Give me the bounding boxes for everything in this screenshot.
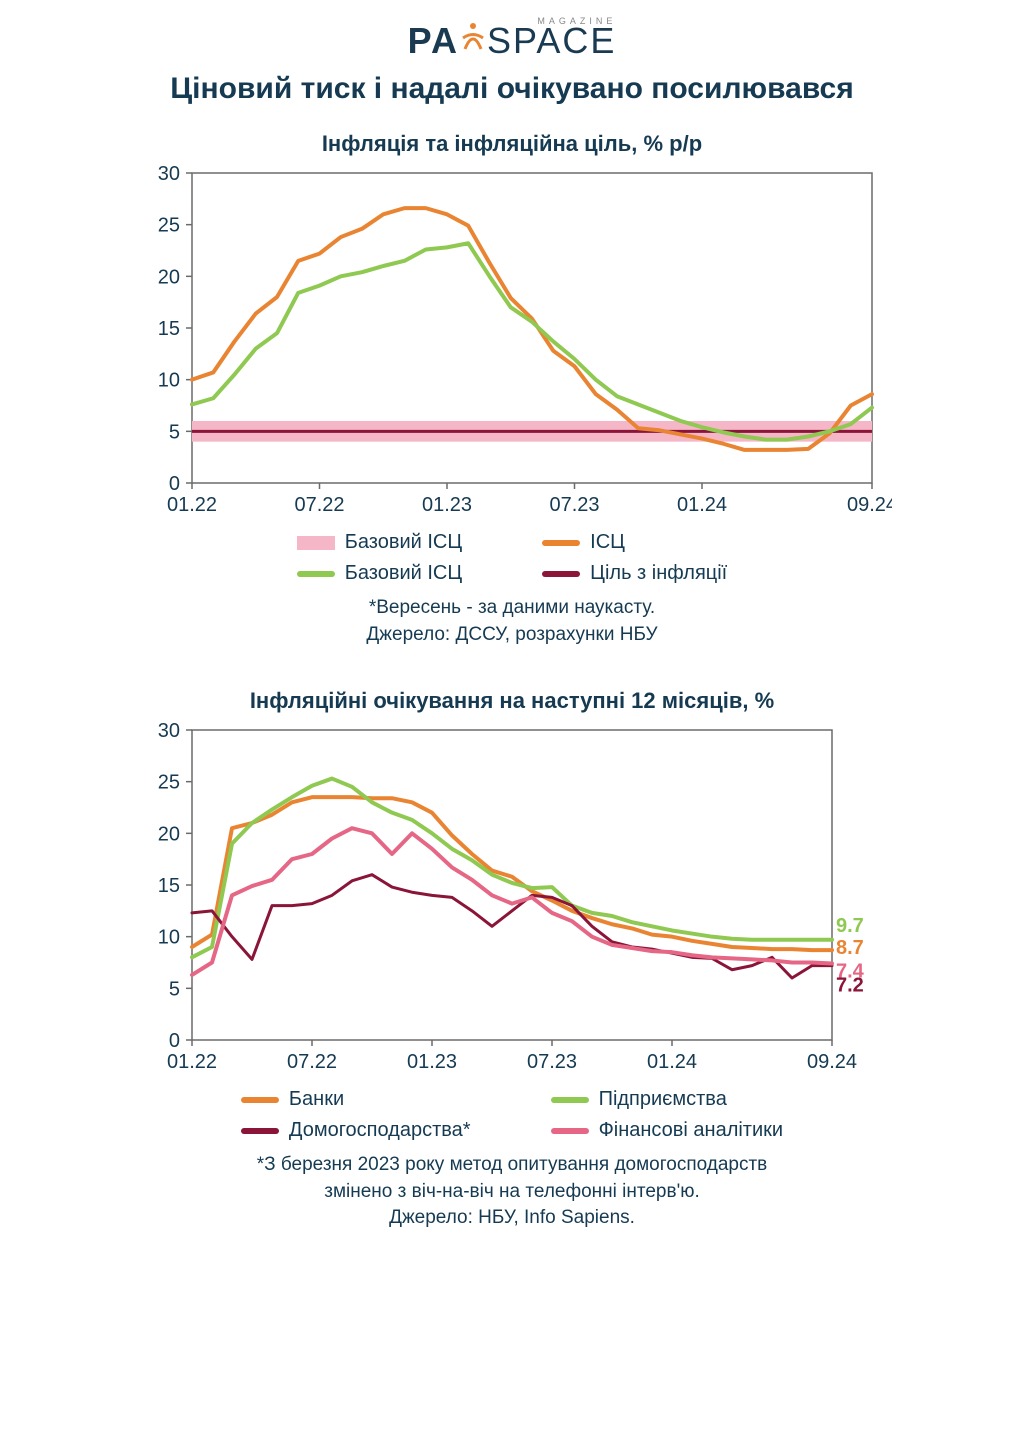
brand-pa: PA [408, 20, 459, 61]
svg-text:07.23: 07.23 [527, 1051, 577, 1073]
legend-item: ІСЦ [542, 531, 727, 554]
svg-text:0: 0 [169, 1030, 180, 1052]
svg-text:07.23: 07.23 [549, 494, 599, 516]
chart2-title: Інфляційні очікування на наступні 12 міс… [102, 688, 922, 714]
legend-item: Базовий ІСЦ [297, 562, 462, 585]
svg-text:25: 25 [158, 772, 180, 794]
legend-swatch [551, 1097, 589, 1103]
legend-label: Базовий ІСЦ [345, 531, 462, 554]
svg-text:01.22: 01.22 [167, 494, 217, 516]
svg-text:20: 20 [158, 266, 180, 288]
legend-item: Ціль з інфляції [542, 562, 727, 585]
svg-text:09.24: 09.24 [847, 494, 892, 516]
svg-text:10: 10 [158, 927, 180, 949]
chart2-legend: Банки Підприємства Домогосподарства* Фінанс… [102, 1088, 922, 1142]
legend-item: Підприємства [551, 1088, 784, 1111]
legend-label: Домогосподарства* [289, 1119, 471, 1142]
svg-text:25: 25 [158, 215, 180, 237]
legend-swatch [297, 571, 335, 577]
svg-text:10: 10 [158, 370, 180, 392]
legend-label: ІСЦ [590, 531, 625, 554]
legend-swatch [542, 571, 580, 577]
legend-label: Підприємства [599, 1088, 727, 1111]
svg-text:8.7: 8.7 [836, 937, 864, 959]
svg-text:5: 5 [169, 979, 180, 1001]
svg-text:07.22: 07.22 [294, 494, 344, 516]
legend-label: Базовий ІСЦ [345, 562, 462, 585]
brand-magazine: MAGAZINE [537, 16, 616, 26]
legend-label: Ціль з інфляції [590, 562, 727, 585]
legend-item: Домогосподарства* [241, 1119, 471, 1142]
svg-text:15: 15 [158, 875, 180, 897]
chart2-footnote: *З березня 2023 року метод опитування до… [102, 1152, 922, 1232]
chart1-title: Інфляція та інфляційна ціль, % р/р [102, 131, 922, 157]
svg-text:5: 5 [169, 421, 180, 443]
svg-text:20: 20 [158, 824, 180, 846]
brand-logo: MAGAZINE PASPACE [30, 20, 994, 62]
svg-text:9.7: 9.7 [836, 915, 864, 937]
legend-item: Фінансові аналітики [551, 1119, 784, 1142]
chart-inflation: Інфляція та інфляційна ціль, % р/р 0 5 10 1… [102, 131, 922, 648]
legend-label: Банки [289, 1088, 344, 1111]
svg-text:01.24: 01.24 [677, 494, 727, 516]
svg-text:09.24: 09.24 [807, 1051, 857, 1073]
chart-expectations: Інфляційні очікування на наступні 12 міс… [102, 688, 922, 1232]
svg-text:7.4: 7.4 [836, 961, 865, 983]
chart1-legend: Базовий ІСЦ ІСЦ Базовий ІСЦ Ціль з інфляції [102, 531, 922, 585]
svg-text:0: 0 [169, 473, 180, 495]
legend-swatch [551, 1128, 589, 1134]
svg-text:30: 30 [158, 720, 180, 742]
legend-swatch [241, 1128, 279, 1134]
page-title: Ціновий тиск і надалі очікувано посилюва… [30, 72, 994, 106]
brand-figure-icon [459, 18, 487, 60]
legend-item: Банки [241, 1088, 471, 1111]
legend-label: Фінансові аналітики [599, 1119, 784, 1142]
svg-text:01.23: 01.23 [407, 1051, 457, 1073]
chart2-svg: 0 5 10 15 20 25 30 01.22 07.22 01.23 07.23 01.24 09.… [132, 720, 892, 1080]
brand-space: SPACE [487, 20, 616, 61]
svg-text:01.22: 01.22 [167, 1051, 217, 1073]
chart1-footnote: *Вересень - за даними наукасту.Джерело: … [102, 595, 922, 648]
legend-swatch [297, 536, 335, 550]
legend-swatch [542, 540, 580, 546]
svg-text:01.23: 01.23 [422, 494, 472, 516]
legend-item: Базовий ІСЦ [297, 531, 462, 554]
svg-text:15: 15 [158, 318, 180, 340]
svg-text:01.24: 01.24 [647, 1051, 697, 1073]
legend-swatch [241, 1097, 279, 1103]
chart1-svg: 0 5 10 15 20 25 30 01.22 07.22 01.23 07.23 01.24 09.… [132, 163, 892, 523]
svg-text:30: 30 [158, 163, 180, 185]
svg-text:07.22: 07.22 [287, 1051, 337, 1073]
